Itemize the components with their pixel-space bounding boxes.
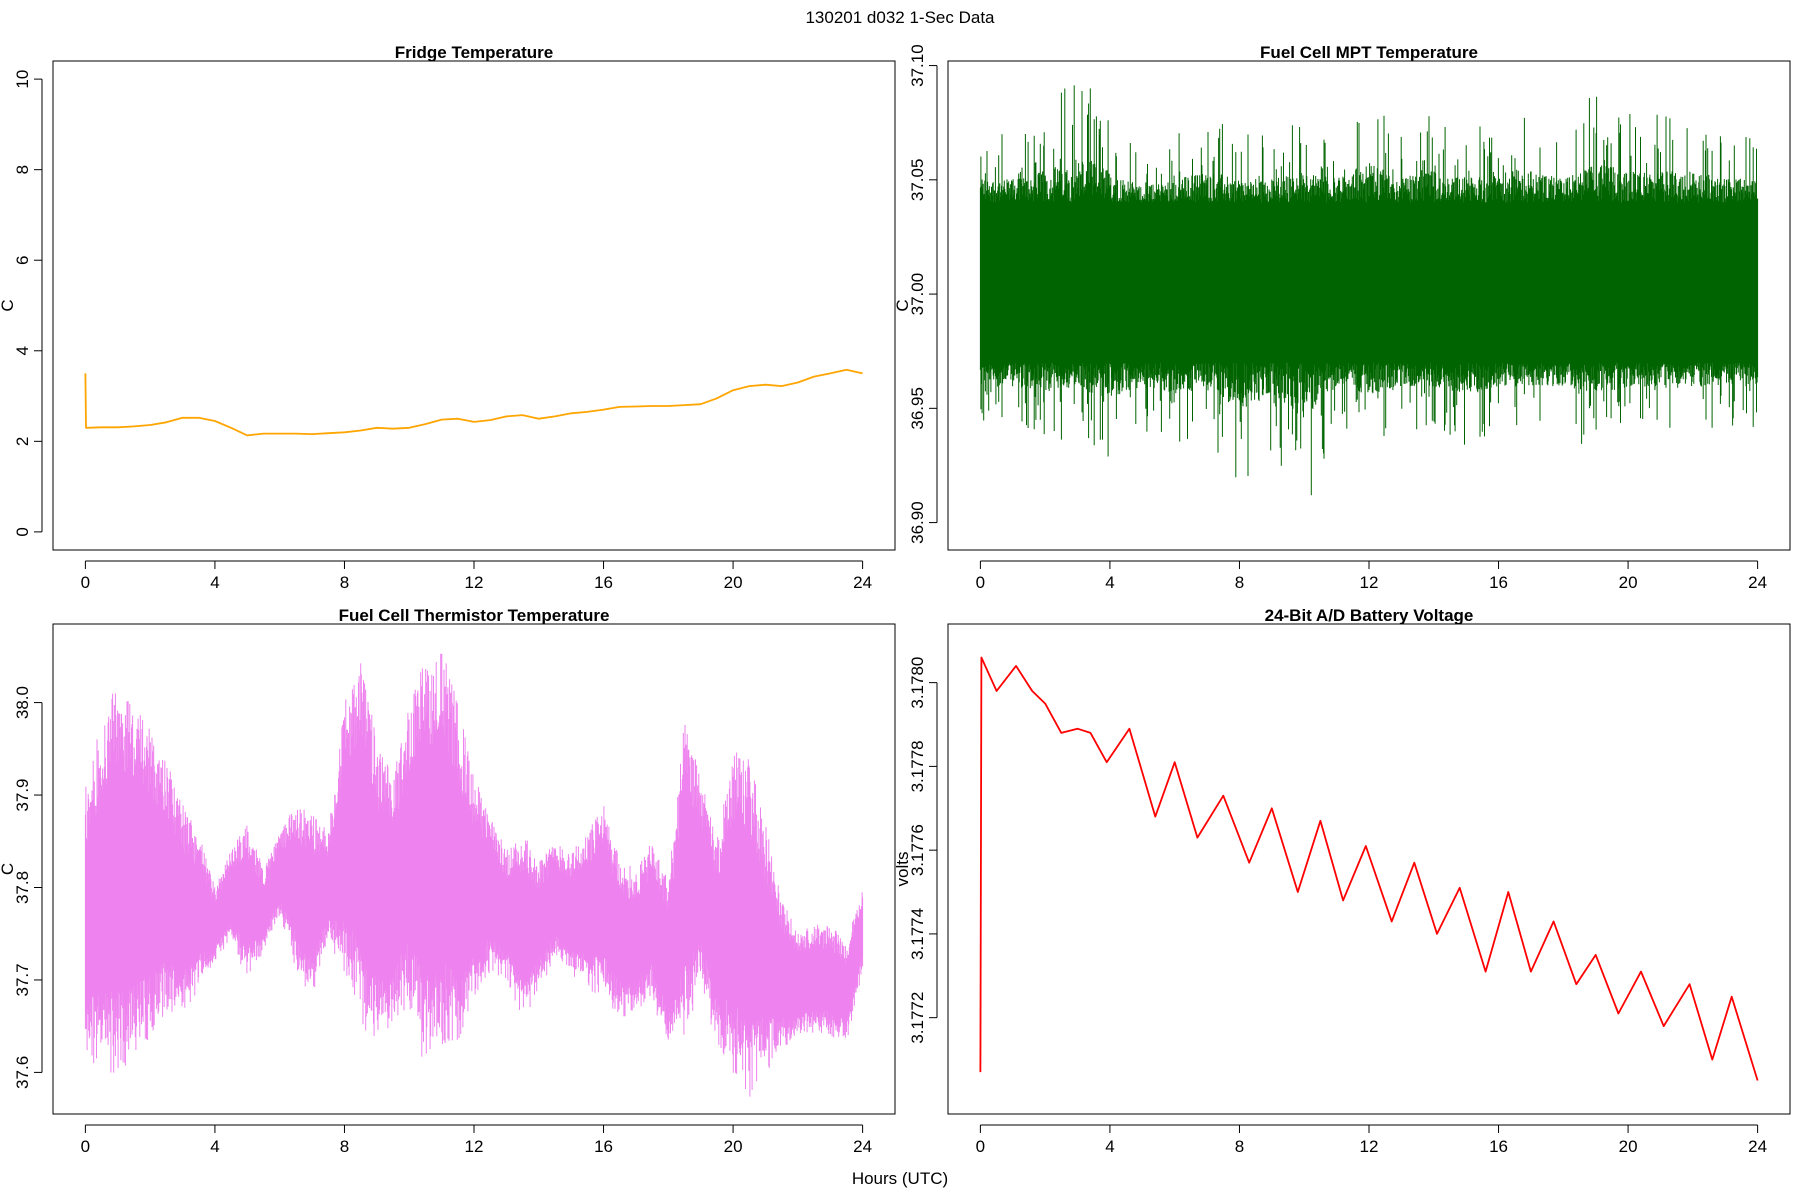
chart-title: Fuel Cell MPT Temperature [1260,43,1478,62]
y-axis: 37.6 37.7 37.8 37.9 38.0 [13,686,43,1089]
x-tick-label: 0 [976,573,985,592]
y-tick-label: 37.00 [908,273,927,316]
y-tick-label: 37.6 [13,1056,32,1089]
y-tick-label: 37.9 [13,778,32,811]
y-axis-label: C [893,299,912,311]
x-tick-label: 24 [1748,1137,1767,1156]
series-path [979,656,1759,1081]
x-axis: 0 4 8 12 16 20 24 [81,1124,872,1156]
x-axis: 0 4 8 12 16 20 24 [976,560,1767,592]
y-tick-label: 3.1774 [908,908,927,960]
x-tick-label: 24 [853,573,872,592]
y-tick-label: 4 [13,346,32,355]
x-tick-label: 8 [340,1137,349,1156]
y-tick-label: 3.1776 [908,824,927,876]
x-tick-label: 4 [210,1137,219,1156]
y-axis: 0 2 4 6 8 10 [13,70,43,537]
figure-suptitle: 130201 d032 1-Sec Data [805,8,995,27]
x-tick-label: 0 [976,1137,985,1156]
y-axis-label: C [0,863,17,875]
x-tick-label: 24 [1748,573,1767,592]
series-path [84,653,864,1097]
x-tick-label: 0 [81,1137,90,1156]
y-tick-label: 36.95 [908,387,927,430]
y-axis: 36.90 36.95 37.00 37.05 37.10 [908,44,938,544]
chart-panel-4: 0 4 8 12 16 20 24 3.1772 3.1774 3.1776 3.1778 3.178… [893,606,1791,1156]
series-line-2 [979,85,1759,496]
y-tick-label: 36.90 [908,501,927,544]
chart-title: Fridge Temperature [395,43,553,62]
chart-title: 24-Bit A/D Battery Voltage [1265,606,1474,625]
plot-frame [52,60,896,551]
series-line-3 [84,653,864,1097]
x-tick-label: 20 [1619,1137,1638,1156]
series-path [84,368,863,437]
y-tick-label: 37.10 [908,44,927,87]
series-path [979,85,1759,496]
y-tick-label: 2 [13,437,32,446]
x-axis: 0 4 8 12 16 20 24 [976,1124,1767,1156]
y-tick-label: 37.8 [13,871,32,904]
x-tick-label: 8 [1235,1137,1244,1156]
x-tick-label: 12 [465,573,484,592]
y-tick-label: 10 [13,70,32,89]
y-tick-label: 6 [13,255,32,264]
x-tick-label: 16 [594,573,613,592]
x-tick-label: 20 [1619,573,1638,592]
x-tick-label: 12 [1360,1137,1379,1156]
y-tick-label: 3.1780 [908,657,927,709]
chart-title: Fuel Cell Thermistor Temperature [339,606,610,625]
shared-x-axis-label: Hours (UTC) [852,1169,948,1188]
chart-panel-2: 0 4 8 12 16 20 24 36.90 36.95 37.00 37.05 37.10 C Fue… [893,43,1791,592]
x-tick-label: 0 [81,573,90,592]
x-tick-label: 12 [465,1137,484,1156]
plot-frame [947,623,1791,1115]
x-tick-label: 4 [1105,573,1114,592]
x-axis: 0 4 8 12 16 20 24 [81,560,872,592]
x-tick-label: 12 [1360,573,1379,592]
y-tick-label: 38.0 [13,686,32,719]
chart-panel-3: 0 4 8 12 16 20 24 37.6 37.7 37.8 37.9 38.0 C Fuel Cel… [0,606,896,1156]
y-tick-label: 37.7 [13,963,32,996]
plot-frame [52,623,896,1115]
x-tick-label: 16 [594,1137,613,1156]
x-tick-label: 24 [853,1137,872,1156]
y-axis-label: volts [893,852,912,887]
chart-panel-1: 048121620240246810CFridge Temperature [0,43,896,592]
x-tick-label: 20 [724,573,743,592]
plot-frame [947,60,1791,551]
x-tick-label: 8 [1235,573,1244,592]
panels: 048121620240246810CFridge Temperature048… [0,43,1791,1156]
x-tick-label: 4 [210,573,219,592]
x-tick-label: 8 [340,573,349,592]
x-tick-label: 4 [1105,1137,1114,1156]
y-tick-label: 3.1772 [908,992,927,1044]
y-tick-label: 3.1778 [908,740,927,792]
y-axis-label: C [0,299,17,311]
series-line-1 [84,368,863,437]
y-tick-label: 8 [13,165,32,174]
x-tick-label: 20 [724,1137,743,1156]
x-tick-label: 16 [1489,573,1508,592]
y-tick-label: 0 [13,527,32,536]
series-line-4 [979,656,1759,1081]
y-tick-label: 37.05 [908,159,927,202]
y-axis: 3.1772 3.1774 3.1776 3.1778 3.1780 [908,657,938,1044]
x-tick-label: 16 [1489,1137,1508,1156]
